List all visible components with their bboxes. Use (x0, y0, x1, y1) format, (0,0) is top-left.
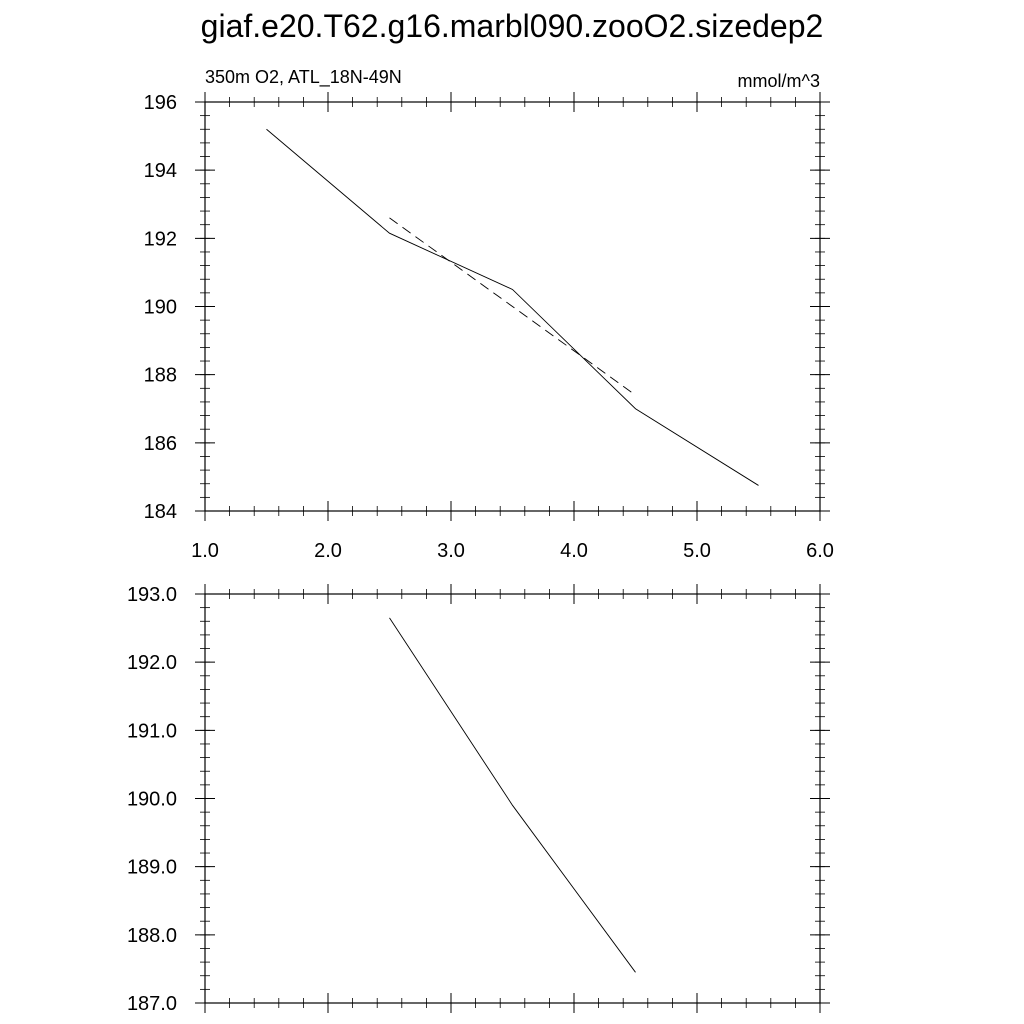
chart-1-x-tick-label: 1.0 (191, 540, 219, 562)
chart-2-y-tick-label: 190.0 (127, 789, 177, 811)
chart-1-y-tick-label: 188 (144, 365, 177, 387)
chart-2-y-tick-label: 191.0 (127, 720, 177, 742)
chart-1-series-1-line (266, 128, 759, 486)
chart-2-y-tick-label: 188.0 (127, 925, 177, 947)
chart-2-y-tick-label: 187.0 (127, 993, 177, 1015)
chart-2-y-tick-label: 192.0 (127, 652, 177, 674)
chart-1-y-tick-label: 184 (144, 501, 177, 523)
chart-1-y-tick-label: 186 (144, 433, 177, 455)
chart-2-series-1-line (389, 617, 636, 973)
chart-1-left-string: 350m O2, ATL_18N-49N (205, 67, 402, 88)
chart-1-y-tick-label: 192 (144, 228, 177, 250)
chart-2-plot-frame (204, 593, 821, 1004)
page-title: giaf.e20.T62.g16.marbl090.zooO2.sizedep2 (200, 8, 824, 44)
chart-1-x-tick-label: 3.0 (437, 540, 465, 562)
chart-1-y-tick-label: 194 (144, 160, 177, 182)
chart-1-x-tick-label: 6.0 (806, 540, 834, 562)
chart-2-y-tick-label: 189.0 (127, 857, 177, 879)
chart-1-x-tick-label: 4.0 (560, 540, 588, 562)
chart-1-y-tick-label: 190 (144, 297, 177, 319)
chart-2-y-tick-label: 193.0 (127, 584, 177, 606)
chart-1-units-label: mmol/m^3 (738, 71, 820, 91)
chart-1-x-tick-label: 2.0 (314, 540, 342, 562)
chart-1-x-tick-label: 5.0 (683, 540, 711, 562)
chart-1-y-tick-label: 196 (144, 92, 177, 114)
chart-1-series-2-line (389, 217, 636, 396)
